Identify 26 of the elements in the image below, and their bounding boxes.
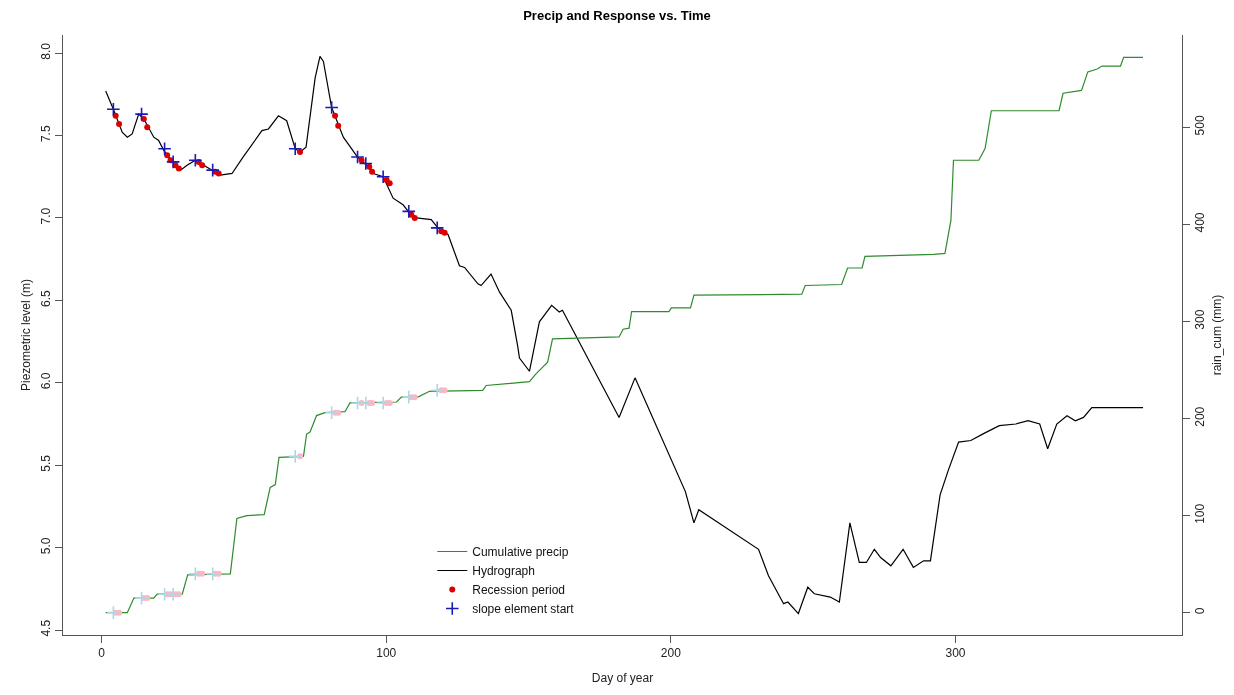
- y-tick-label: 5.5: [39, 454, 54, 472]
- x-tick-label: 100: [376, 646, 397, 661]
- chart-title: Precip and Response vs. Time: [523, 7, 711, 23]
- y2-tick-label: 200: [1193, 406, 1208, 427]
- y-axis-title: Piezometric level (m): [18, 278, 33, 392]
- y2-tick-label: 0: [1193, 607, 1208, 615]
- y-tick-label: 4.5: [39, 619, 54, 637]
- y-tick-label: 7.5: [39, 125, 54, 143]
- y2-tick-label: 300: [1193, 309, 1208, 330]
- legend-label: slope element start: [472, 602, 575, 617]
- x-axis-title: Day of year: [591, 671, 654, 686]
- legend-label: Hydrograph: [472, 564, 535, 579]
- legend-label: Recession period: [472, 583, 565, 598]
- y-tick-label: 5.0: [39, 537, 54, 555]
- y-tick-label: 8.0: [39, 42, 54, 60]
- y-tick-label: 7.0: [39, 207, 54, 225]
- y2-axis-title: rain_cum (mm): [1210, 294, 1225, 376]
- y2-tick-label: 400: [1193, 212, 1208, 233]
- y-tick-label: 6.0: [39, 372, 54, 390]
- x-tick-label: 0: [98, 646, 106, 661]
- y2-tick-label: 100: [1193, 503, 1208, 524]
- legend-label: Cumulative precip: [472, 545, 569, 560]
- y2-tick-label: 500: [1193, 115, 1208, 136]
- y-tick-label: 6.5: [39, 289, 54, 307]
- x-tick-label: 200: [660, 646, 682, 661]
- x-tick-label: 300: [945, 646, 966, 661]
